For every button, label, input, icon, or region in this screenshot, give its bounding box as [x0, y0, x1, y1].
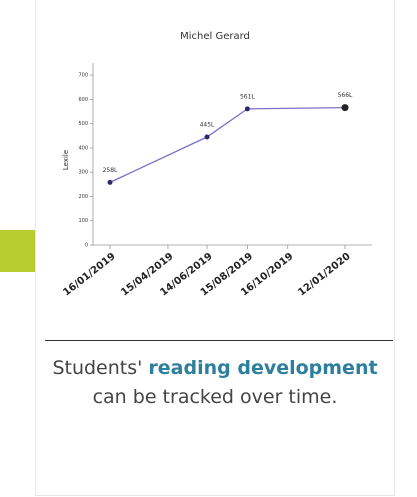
y-tick-label: 700	[78, 73, 88, 79]
y-tick-label: 400	[78, 145, 88, 151]
caption-text: Students'	[52, 357, 149, 379]
y-tick-label: 500	[78, 121, 88, 127]
point	[341, 104, 349, 112]
data-label: 445L	[200, 122, 215, 129]
caption-text: can be tracked over time.	[92, 386, 338, 408]
accent-block	[0, 230, 35, 272]
card	[35, 0, 395, 496]
x-tick-label: 12/01/2020	[296, 251, 352, 298]
y-tick-label: 200	[78, 194, 88, 200]
data-label: 561L	[240, 93, 255, 100]
divider	[45, 340, 393, 341]
point	[244, 106, 250, 112]
chart: Michel Gerard Lexile 0 100 200 300 400 500 600…	[61, 31, 372, 298]
point	[204, 134, 210, 140]
y-tick-label: 0	[85, 243, 88, 249]
data-label: 566L	[338, 92, 353, 99]
data-label: 258L	[103, 167, 118, 174]
line	[109, 107, 346, 183]
caption: Students' reading development can be tra…	[50, 354, 380, 412]
y-tick-label: 300	[78, 170, 88, 176]
chart-title: Michel Gerard	[180, 31, 250, 42]
point	[107, 179, 113, 185]
y-tick-label: 100	[78, 218, 88, 224]
y-axis-label: Lexile	[62, 150, 70, 170]
x-tick-label: 16/01/2019	[61, 251, 117, 298]
y-tick-label: 600	[78, 97, 88, 103]
caption-bold: reading development	[148, 357, 378, 379]
